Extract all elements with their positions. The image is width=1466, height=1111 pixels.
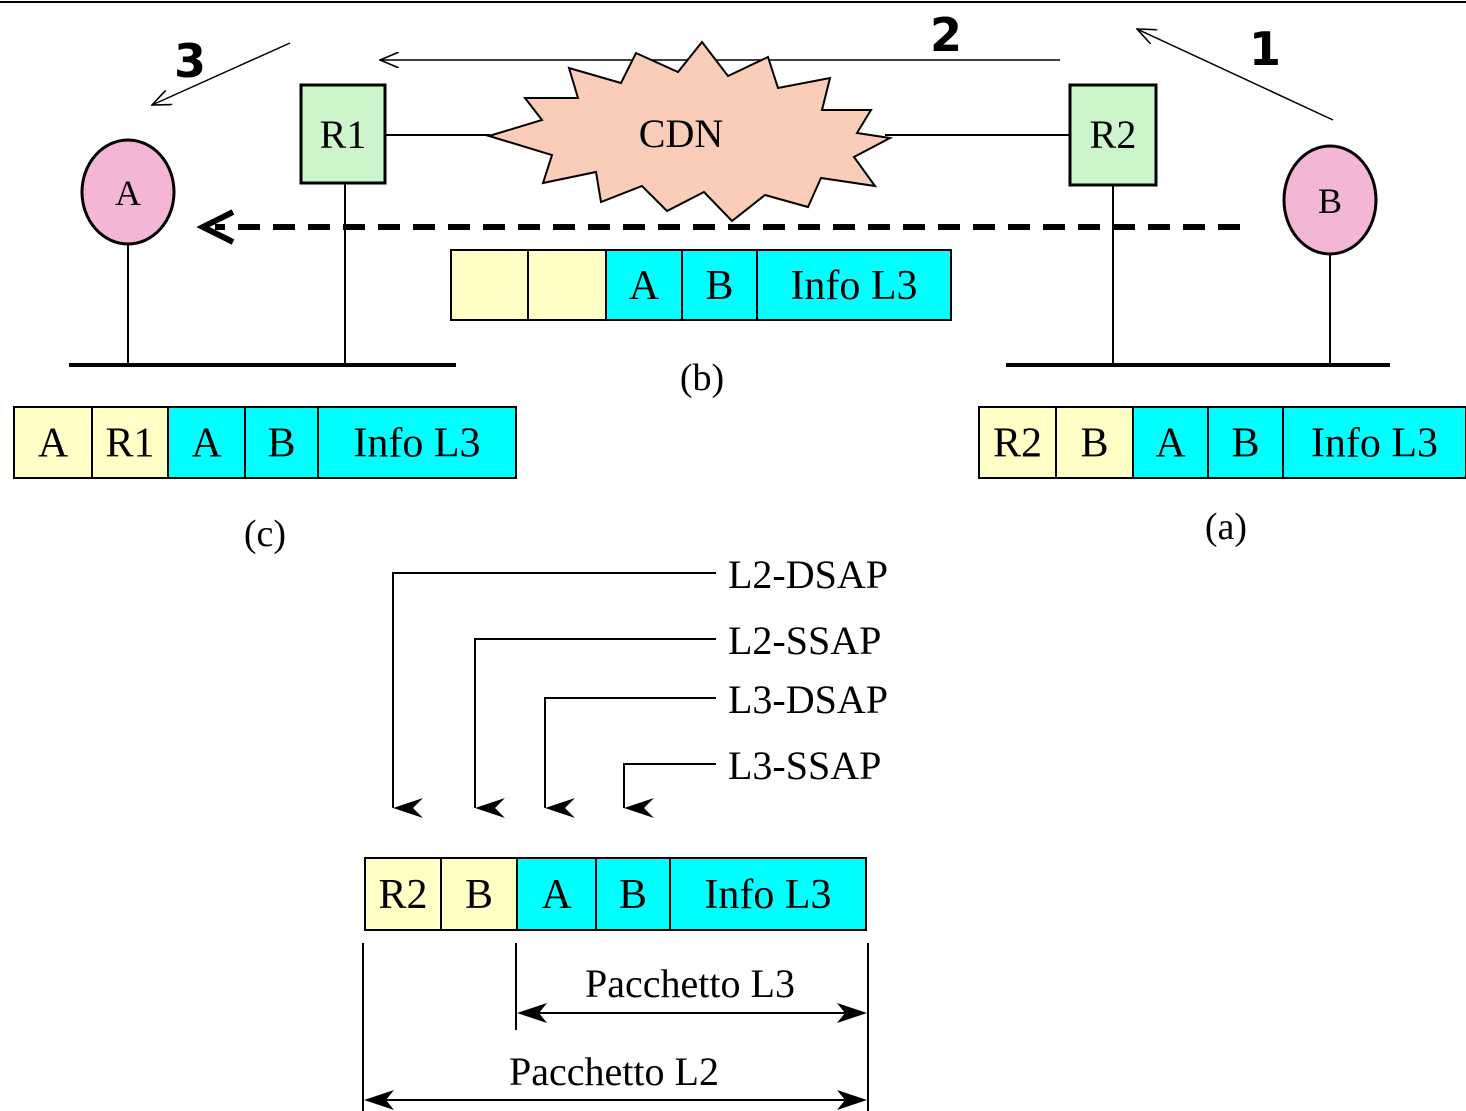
frame-a-cell-3-label: B <box>1231 421 1259 467</box>
step-arrow-3 <box>152 42 291 105</box>
frame-c-cell-4-label: Info L3 <box>353 421 480 467</box>
router-r2 <box>1068 83 1158 187</box>
frame-b-cell-1 <box>527 249 607 321</box>
pacchetto-l3-arrow-right <box>837 1003 867 1023</box>
frame-b-cell-2-label: A <box>629 263 660 309</box>
frame-c-cell-0-label: A <box>38 421 69 467</box>
logical-path-arrowhead <box>196 209 235 245</box>
frame-a-cell-0 <box>978 406 1057 479</box>
frame-b-caption: (b) <box>680 357 724 399</box>
l2-dsap-label: L2-DSAP <box>728 552 888 597</box>
frame-c-cell-1 <box>91 406 169 479</box>
pacchetto-l2-label: Pacchetto L2 <box>509 1049 719 1094</box>
frame-detail-cell-1-label: B <box>465 872 493 918</box>
frame-a-cell-1 <box>1055 406 1134 479</box>
frame-a-caption: (a) <box>1205 506 1247 548</box>
frame-c-cell-2-label: A <box>191 421 222 467</box>
host-b-label: B <box>1318 181 1342 221</box>
step-arrow-1 <box>1137 29 1334 121</box>
host-b <box>1282 144 1378 256</box>
frame-c-cell-1-label: R1 <box>105 421 154 467</box>
l2-ssap-pointer <box>474 638 716 818</box>
frame-b-cell-4-label: Info L3 <box>790 263 917 309</box>
frame-b-cell-0 <box>450 249 529 321</box>
l3-ssap-label: L3-SSAP <box>728 743 881 788</box>
cdn-label: CDN <box>639 111 723 156</box>
l2-ssap-label: L2-SSAP <box>728 618 881 663</box>
l3-ssap-pointer <box>623 763 716 818</box>
frame-detail-cell-1 <box>440 857 518 931</box>
frame-c: A R1 A B Info L3 <box>13 406 517 479</box>
frame-detail-cell-0 <box>364 857 442 931</box>
frame-a: R2 B A B Info L3 <box>978 406 1466 479</box>
router-r1-label: R1 <box>320 112 367 157</box>
frame-a-cell-3 <box>1207 406 1284 479</box>
frame-detail: R2 B A B Info L3 <box>364 857 867 931</box>
frame-c-cell-4 <box>317 406 517 479</box>
frame-b-cell-3-label: B <box>705 263 733 309</box>
frame-a-cell-2-label: A <box>1155 421 1186 467</box>
router-r2-label: R2 <box>1090 112 1137 157</box>
frame-b-cell-2 <box>605 249 683 321</box>
step-number-3: 3 <box>174 34 206 88</box>
l2-dsap-pointer <box>392 572 716 818</box>
l3-dsap-label: L3-DSAP <box>728 677 888 722</box>
pacchetto-l2-arrow-left <box>364 1090 394 1110</box>
router-r1 <box>299 83 387 185</box>
pacchetto-l2-arrow-right <box>837 1090 867 1110</box>
host-a <box>80 138 176 246</box>
frame-a-cell-0-label: R2 <box>993 421 1042 467</box>
l3-dsap-pointer <box>544 697 716 818</box>
frame-b: A B Info L3 <box>450 249 952 321</box>
host-a-label: A <box>115 173 141 213</box>
frame-detail-cell-0-label: R2 <box>378 872 427 918</box>
frame-b-cell-4 <box>756 249 952 321</box>
frame-a-cell-4-label: Info L3 <box>1311 421 1438 467</box>
frame-c-cell-3-label: B <box>267 421 295 467</box>
frame-a-cell-2 <box>1132 406 1209 479</box>
frame-c-cell-3 <box>244 406 319 479</box>
frame-b-cell-3 <box>681 249 758 321</box>
frame-detail-cell-4 <box>669 857 867 931</box>
frame-detail-cell-2 <box>516 857 597 931</box>
pacchetto-l3-arrow-left <box>517 1003 547 1023</box>
step-number-1: 1 <box>1249 22 1281 76</box>
pacchetto-l3-label: Pacchetto L3 <box>585 961 795 1006</box>
frame-detail-cell-3-label: B <box>619 872 647 918</box>
frame-detail-cell-3 <box>595 857 671 931</box>
step-number-2: 2 <box>930 8 962 62</box>
cdn-cloud <box>485 40 894 223</box>
frame-c-caption: (c) <box>244 513 286 555</box>
frame-a-cell-4 <box>1282 406 1466 479</box>
frame-detail-cell-4-label: Info L3 <box>704 872 831 918</box>
frame-a-cell-1-label: B <box>1080 421 1108 467</box>
frame-detail-cell-2-label: A <box>541 872 572 918</box>
